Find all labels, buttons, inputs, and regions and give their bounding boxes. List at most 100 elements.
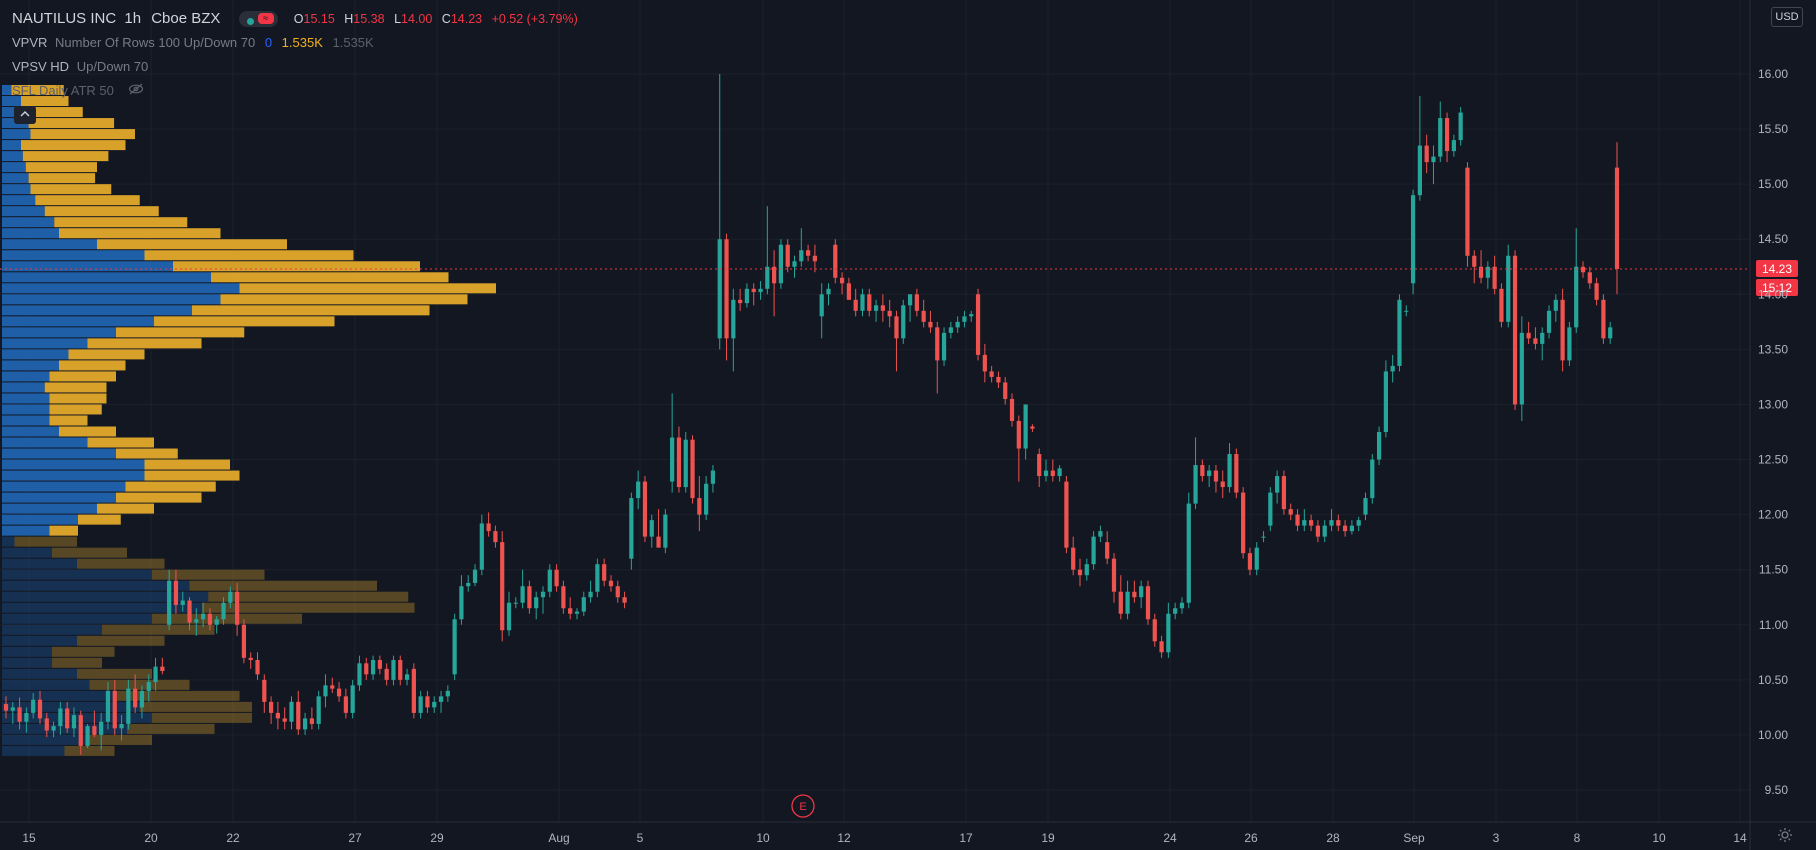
candle-body xyxy=(1417,145,1422,196)
candle-body xyxy=(241,624,247,658)
chart-grid xyxy=(0,0,1750,822)
candle-body xyxy=(513,602,518,604)
vpsv-bar-down xyxy=(208,591,409,602)
vpsv-bar-down xyxy=(152,712,252,723)
candle-body xyxy=(1322,525,1327,537)
candle-body xyxy=(1091,536,1096,565)
candle-body xyxy=(432,701,437,708)
currency-badge[interactable]: USD xyxy=(1771,7,1803,27)
candle-body xyxy=(1424,145,1429,163)
candle-body xyxy=(1526,332,1531,339)
vp-bar-up xyxy=(2,195,36,206)
vp-bar-up xyxy=(2,85,12,96)
indicator-atr[interactable]: SFL Daily ATR 50 xyxy=(12,83,144,98)
time-tick-label: Aug xyxy=(548,831,569,845)
vpsv-bar-down xyxy=(89,679,190,690)
price-tick-label: 12.00 xyxy=(1758,508,1788,522)
candle-body xyxy=(343,696,348,713)
candle-body xyxy=(1125,591,1130,614)
vp-bar-up xyxy=(2,162,26,173)
candle-body xyxy=(602,564,607,581)
candle-body xyxy=(146,682,151,691)
interval-label[interactable]: 1h xyxy=(124,10,142,27)
candle-body xyxy=(1247,553,1253,570)
candle-body xyxy=(656,536,661,548)
candle-body xyxy=(1064,481,1069,548)
candle-body xyxy=(24,712,29,722)
vp-bar-down xyxy=(54,217,188,228)
candle-body xyxy=(1268,492,1273,526)
candle-body xyxy=(751,288,756,293)
candle-body xyxy=(1601,299,1606,339)
candle-body xyxy=(418,696,423,713)
vpsv-bar-down xyxy=(89,734,152,745)
vpsv-bar-down xyxy=(189,580,377,591)
time-tick-label: 8 xyxy=(1574,831,1581,845)
candle-body xyxy=(500,542,505,631)
candle-body xyxy=(1614,167,1620,269)
candle-body xyxy=(235,591,240,625)
vp-bar-down xyxy=(30,184,112,195)
vpsv-bar-down xyxy=(139,701,252,712)
candle-body xyxy=(948,327,953,333)
settings-gear-icon[interactable] xyxy=(1777,827,1793,848)
candle-body xyxy=(1553,299,1558,311)
vp-bar-up xyxy=(2,338,88,349)
candle-body xyxy=(765,266,770,289)
vp-bar-up xyxy=(2,96,21,107)
vp-bar-down xyxy=(59,228,221,239)
vp-bar-up xyxy=(2,129,31,140)
vp-bar-up xyxy=(2,283,240,294)
vp-bar-up xyxy=(2,250,145,261)
candle-body xyxy=(785,244,790,267)
vpsv-bar-up xyxy=(2,635,77,646)
eye-hidden-icon[interactable] xyxy=(128,83,144,98)
candle-body xyxy=(1519,332,1524,405)
vp-bar-up xyxy=(2,492,116,503)
vp-bar-up xyxy=(2,272,211,283)
candle-body xyxy=(255,660,260,675)
time-axis: 15 20 22 27 29 Aug 5 10 12 17 19 24 26 28 Sep 3 8 10 14 xyxy=(0,821,1816,845)
vp-bar-down xyxy=(30,129,135,140)
candle-body xyxy=(1186,503,1191,603)
price-tick-label: 16.00 xyxy=(1758,67,1788,81)
candle-body xyxy=(364,663,369,675)
candle-body xyxy=(187,600,192,623)
vp-bar-down xyxy=(21,140,126,151)
candle-body xyxy=(425,696,430,708)
vp-bar-down xyxy=(239,283,496,294)
price-tick-label: 11.00 xyxy=(1759,618,1788,632)
candle-body xyxy=(370,660,376,675)
vp-bar-up xyxy=(2,294,221,305)
candle-body xyxy=(670,437,675,482)
candle-body xyxy=(180,600,185,605)
vp-bar-down xyxy=(44,382,107,393)
candle-body xyxy=(1580,266,1586,273)
vp-bar-up xyxy=(2,173,29,184)
candle-body xyxy=(1050,470,1055,477)
candle-body xyxy=(71,715,77,729)
vpsv-bar-down xyxy=(152,569,265,580)
collapse-chevron-icon[interactable] xyxy=(14,106,36,124)
candle-body xyxy=(1281,476,1287,510)
vpsv-bar-down xyxy=(127,723,215,734)
symbol-legend[interactable]: NAUTILUS INC 1h Cboe BZX ≈ O15.15 H15.38… xyxy=(12,10,584,28)
candle-body xyxy=(1173,608,1178,614)
candle-body xyxy=(1315,525,1321,537)
symbol-name[interactable]: NAUTILUS INC xyxy=(12,10,117,27)
candle-body xyxy=(1016,420,1021,449)
candle-body xyxy=(1132,591,1137,598)
ohlc-values: O15.15 H15.38 L14.00 C14.23 +0.52 (+3.79… xyxy=(293,12,578,26)
candle-body xyxy=(1383,371,1388,432)
candle-body xyxy=(887,310,892,317)
vp-bar-down xyxy=(44,206,159,217)
indicator-vpvr[interactable]: VPVR Number Of Rows 100 Up/Down 70 0 1.5… xyxy=(12,35,374,50)
candle-body xyxy=(1492,266,1497,289)
status-dot-icon[interactable]: ≈ xyxy=(238,11,278,28)
earnings-marker-icon xyxy=(791,794,815,818)
candle-body xyxy=(126,688,131,724)
candle-body xyxy=(1594,283,1599,300)
vp-bar-up xyxy=(2,459,145,470)
indicator-vpsv[interactable]: VPSV HD Up/Down 70 xyxy=(12,59,148,74)
